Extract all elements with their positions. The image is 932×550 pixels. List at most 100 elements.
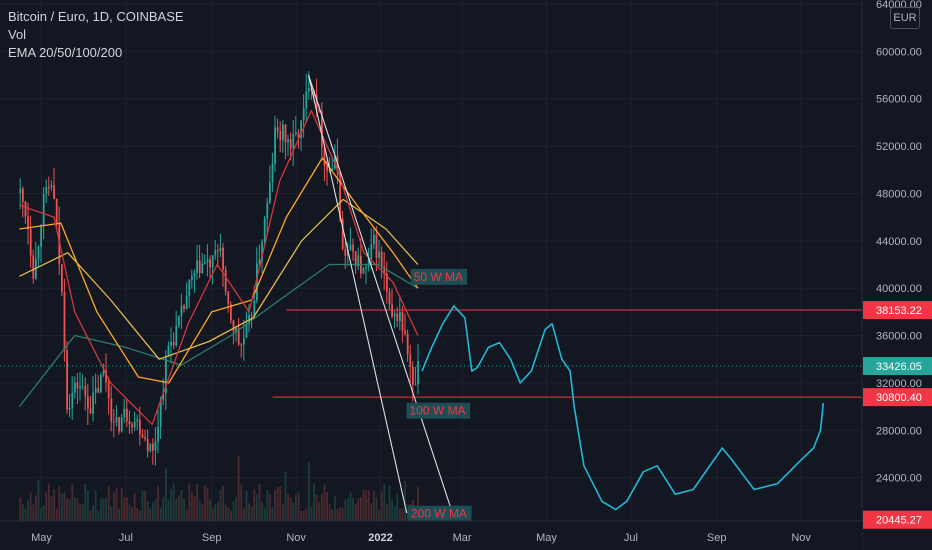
candle-body: [326, 165, 328, 171]
candle-body: [373, 234, 375, 245]
volume-bar: [19, 497, 22, 521]
candle-body: [89, 408, 92, 414]
candle-body: [383, 266, 386, 274]
volume-bar: [214, 504, 217, 521]
annotation-label: 200 W MA: [411, 507, 467, 521]
volume-bar: [167, 499, 170, 521]
candle-body: [27, 216, 29, 229]
candle-body: [279, 131, 282, 141]
volume-bar: [32, 504, 35, 521]
volume-bar: [120, 487, 123, 521]
volume-bar: [198, 500, 201, 521]
volume-bar: [222, 485, 224, 521]
volume-bar: [165, 468, 167, 521]
volume-bar: [266, 490, 269, 521]
volume-bar: [399, 508, 401, 521]
candle-body: [53, 185, 55, 199]
volume-bar: [76, 498, 79, 521]
candle-body: [388, 291, 391, 305]
volume-bar: [360, 497, 362, 521]
legend-volume: Vol: [8, 27, 27, 42]
volume-bar: [295, 495, 297, 521]
volume-bar: [71, 484, 74, 521]
volume-bar: [115, 487, 118, 521]
candle-body: [417, 361, 419, 385]
volume-bar: [297, 492, 300, 521]
volume-bar: [92, 505, 94, 521]
candle-body: [136, 419, 139, 422]
candle-body: [55, 199, 58, 223]
candle-body: [165, 356, 167, 394]
volume-bar: [391, 499, 393, 521]
candle-body: [409, 354, 412, 367]
candle-body: [180, 305, 183, 317]
volume-bar: [162, 497, 165, 521]
volume-bar: [248, 503, 250, 521]
volume-bar: [341, 507, 344, 521]
volume-bar: [188, 483, 191, 521]
candle-body: [365, 266, 367, 269]
candle-body: [113, 421, 115, 423]
candle-body: [222, 247, 224, 270]
candle-body: [230, 304, 232, 321]
volume-bar: [128, 504, 131, 521]
candle-body: [87, 396, 89, 409]
trendline[interactable]: [308, 74, 453, 514]
candle-body: [188, 279, 191, 296]
candle-body: [269, 182, 271, 203]
volume-bar: [201, 504, 204, 521]
volume-bar: [380, 491, 383, 521]
candle-body: [300, 120, 302, 138]
volume-bar: [157, 485, 159, 521]
candle-body: [396, 313, 399, 321]
volume-bar: [141, 490, 144, 521]
volume-bar: [27, 499, 29, 521]
volume-bar: [245, 490, 248, 521]
currency-button[interactable]: EUR: [890, 7, 920, 29]
ema-200-line: [18, 263, 419, 407]
candle-body: [97, 388, 100, 393]
candle-body: [191, 276, 193, 280]
volume-bar: [100, 498, 102, 521]
volume-bar: [219, 490, 222, 521]
volume-bar: [305, 508, 308, 521]
volume-bar: [40, 507, 42, 521]
volume-bar: [237, 456, 240, 521]
candle-body: [63, 291, 66, 351]
candle-body: [321, 111, 323, 148]
candle-body: [217, 250, 219, 252]
candle-body: [414, 384, 417, 386]
candle-body: [37, 246, 40, 259]
volume-bar: [102, 498, 105, 521]
volume-bar: [81, 503, 84, 521]
candle-body: [305, 91, 308, 109]
volume-bar: [206, 487, 209, 521]
candle-body: [295, 132, 297, 134]
volume-bar: [227, 507, 230, 521]
volume-bar: [209, 499, 211, 521]
price-axis[interactable]: [862, 0, 932, 550]
volume-bar: [256, 494, 258, 521]
candle-body: [193, 272, 196, 277]
volume-bar: [269, 493, 271, 521]
candle-body: [391, 304, 393, 317]
trendline[interactable]: [308, 74, 408, 514]
candle-body: [354, 251, 357, 267]
candle-body: [154, 441, 157, 451]
candle-body: [276, 127, 279, 132]
volume-bar: [133, 493, 136, 521]
time-axis[interactable]: [0, 521, 862, 550]
candle-body: [282, 124, 284, 141]
volume-bar: [37, 479, 40, 521]
volume-bar: [185, 509, 188, 521]
volume-bar: [344, 499, 347, 521]
candle-body: [198, 260, 201, 274]
price-tick-label: 48000.00: [876, 188, 922, 200]
volume-bar: [154, 498, 157, 521]
candle-body: [40, 225, 42, 247]
price-tick-label: 44000.00: [876, 236, 922, 248]
candle-body: [123, 408, 126, 418]
volume-bar: [193, 496, 196, 521]
